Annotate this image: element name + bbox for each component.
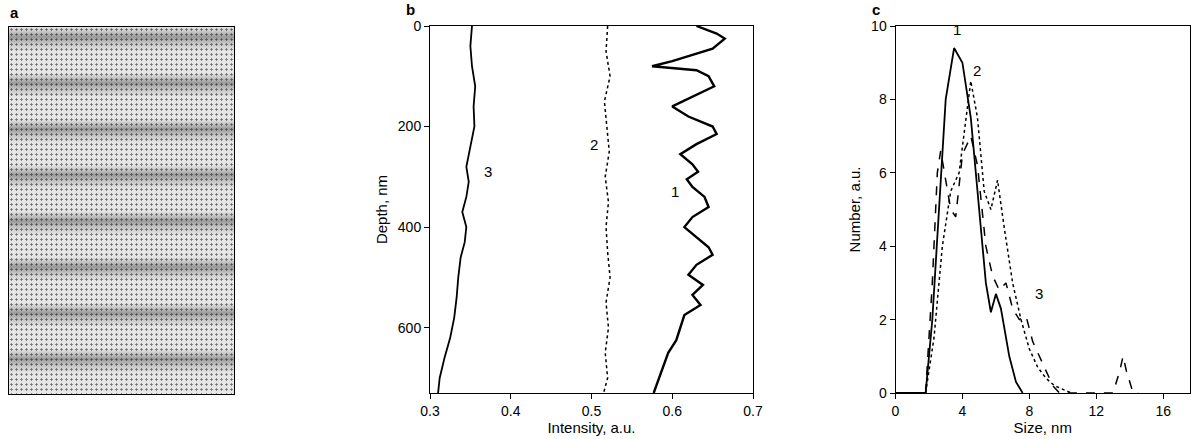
svg-text:2: 2	[973, 62, 981, 79]
svg-text:0: 0	[879, 385, 887, 401]
svg-text:16: 16	[1155, 403, 1171, 419]
svg-text:0: 0	[413, 18, 421, 34]
svg-text:10: 10	[871, 18, 887, 34]
svg-text:4: 4	[879, 238, 887, 254]
svg-text:0.5: 0.5	[582, 403, 602, 419]
svg-text:Intensity, a.u.: Intensity, a.u.	[547, 419, 635, 436]
svg-text:b: b	[406, 1, 415, 18]
svg-text:8: 8	[879, 91, 887, 107]
svg-text:4: 4	[959, 403, 967, 419]
svg-text:0.6: 0.6	[663, 403, 683, 419]
html-text:a: a	[10, 4, 19, 21]
svg-text:Depth, nm: Depth, nm	[373, 175, 390, 244]
svg-text:1: 1	[671, 183, 679, 200]
svg-text:400: 400	[398, 219, 422, 235]
svg-text:0: 0	[892, 403, 900, 419]
svg-text:0.3: 0.3	[420, 403, 440, 419]
svg-text:3: 3	[484, 163, 492, 180]
svg-text:Size, nm: Size, nm	[1014, 419, 1072, 436]
svg-text:200: 200	[398, 118, 422, 134]
svg-text:2: 2	[590, 136, 598, 153]
svg-text:Number, a.u.: Number, a.u.	[846, 167, 863, 253]
svg-text:2: 2	[879, 312, 887, 328]
svg-text:6: 6	[879, 165, 887, 181]
svg-text:0.7: 0.7	[743, 403, 763, 419]
svg-text:3: 3	[1035, 285, 1043, 302]
svg-text:600: 600	[398, 320, 422, 336]
svg-text:c: c	[872, 1, 880, 18]
svg-text:1: 1	[953, 21, 961, 38]
svg-text:0.4: 0.4	[501, 403, 521, 419]
svg-text:8: 8	[1025, 403, 1033, 419]
svg-text:12: 12	[1089, 403, 1105, 419]
